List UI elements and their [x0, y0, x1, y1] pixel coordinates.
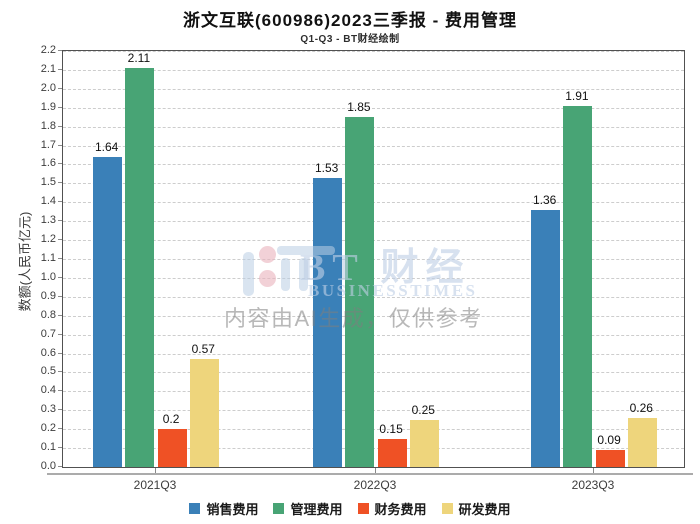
- y-tick-label: 0.4: [40, 384, 56, 397]
- y-tick-label: 1.4: [40, 195, 56, 208]
- x-tick-label: 2023Q3: [571, 478, 615, 492]
- y-tick-mark: [58, 371, 62, 373]
- y-tick-label: 1.7: [40, 138, 56, 151]
- bar-value-label: 2.11: [127, 51, 151, 66]
- y-tick-label: 0.5: [40, 365, 56, 378]
- y-tick-label: 1.3: [40, 214, 56, 227]
- y-tick-mark: [58, 276, 62, 278]
- plot-area: [62, 50, 685, 468]
- bar-管理费用-2022Q3: [345, 117, 375, 467]
- y-tick-label: 0.1: [40, 441, 56, 454]
- legend-marker-icon: [273, 503, 285, 514]
- bar-value-label: 0.25: [411, 402, 435, 417]
- y-tick-label: 2.0: [40, 81, 56, 94]
- bar-研发费用-2022Q3: [409, 419, 439, 467]
- bar-销售费用-2022Q3: [313, 177, 343, 467]
- x-tick-mark: [155, 468, 156, 473]
- y-tick-mark: [58, 428, 62, 430]
- y-tick-mark: [58, 220, 62, 222]
- y-tick-mark: [58, 258, 62, 259]
- bar-研发费用-2023Q3: [627, 417, 657, 467]
- y-tick-mark: [58, 201, 62, 203]
- y-tick-mark: [58, 390, 62, 392]
- bar-value-label: 0.15: [379, 421, 403, 436]
- y-tick-label: 1.2: [40, 233, 56, 246]
- chart-subtitle: Q1-Q3 - BT财经绘制: [300, 34, 400, 45]
- y-tick-mark: [58, 447, 62, 449]
- bar-value-label: 1.36: [533, 192, 557, 207]
- y-tick-label: 0.7: [40, 327, 56, 340]
- y-tick-label: 0.6: [40, 346, 56, 359]
- x-tick-label: 2021Q3: [133, 478, 177, 492]
- bar-财务费用-2021Q3: [157, 429, 187, 467]
- y-tick-mark: [58, 314, 62, 316]
- y-tick-mark: [58, 352, 62, 354]
- y-tick-mark: [58, 239, 62, 241]
- y-tick-label: 2.1: [40, 62, 56, 75]
- y-tick-label: 1.8: [40, 119, 56, 132]
- x-tick-mark: [593, 468, 594, 473]
- y-tick-label: 0.3: [40, 403, 56, 416]
- chart-title: 浙文互联(600986)2023三季报 - 费用管理: [183, 11, 517, 30]
- bar-value-label: 1.91: [565, 88, 589, 103]
- legend-marker-icon: [441, 503, 453, 514]
- bar-财务费用-2022Q3: [377, 438, 407, 467]
- bar-value-label: 0.26: [629, 400, 653, 415]
- legend-marker-icon: [189, 503, 201, 514]
- y-tick-mark: [58, 409, 62, 411]
- x-tick-label: 2022Q3: [353, 478, 397, 492]
- legend: 销售费用 管理费用 财务费用 研发费用: [0, 499, 700, 518]
- y-tick-mark: [58, 144, 62, 146]
- bar-value-label: 0.57: [191, 342, 215, 357]
- legend-item-研发费用: 研发费用: [441, 499, 511, 518]
- bar-value-label: 1.53: [315, 160, 339, 175]
- x-tick-mark: [375, 468, 376, 473]
- y-tick-mark: [58, 125, 62, 127]
- legend-label: 研发费用: [458, 502, 511, 517]
- bar-销售费用-2023Q3: [531, 209, 561, 467]
- y-tick-label: 0.0: [40, 460, 56, 472]
- y-tick-mark: [58, 333, 62, 335]
- y-tick-label: 1.9: [40, 100, 56, 113]
- y-tick-label: 1.5: [40, 176, 56, 189]
- bar-销售费用-2021Q3: [93, 156, 123, 467]
- bar-value-label: 0.2: [162, 412, 180, 427]
- y-tick-mark: [58, 466, 62, 467]
- y-tick-mark: [58, 163, 62, 165]
- y-tick-mark: [58, 68, 62, 70]
- gridline: [63, 69, 684, 71]
- y-tick-label: 1.6: [40, 157, 56, 170]
- y-tick-mark: [58, 182, 62, 184]
- x-axis-line: [47, 473, 693, 475]
- bar-管理费用-2021Q3: [125, 68, 155, 467]
- y-tick-mark: [58, 87, 62, 89]
- legend-label: 管理费用: [290, 502, 343, 517]
- legend-item-销售费用: 销售费用: [189, 499, 258, 518]
- bar-管理费用-2023Q3: [563, 105, 593, 467]
- y-tick-mark: [58, 295, 62, 297]
- gridline: [63, 51, 684, 52]
- y-tick-mark: [58, 50, 62, 51]
- bar-研发费用-2021Q3: [189, 359, 219, 467]
- y-tick-label: 1.0: [40, 270, 56, 283]
- legend-label: 财务费用: [374, 502, 427, 517]
- y-tick-label: 0.8: [40, 308, 56, 321]
- legend-label: 销售费用: [206, 502, 259, 517]
- legend-item-管理费用: 管理费用: [273, 499, 343, 518]
- legend-marker-icon: [357, 503, 369, 514]
- y-tick-label: 0.2: [40, 422, 56, 435]
- bar-value-label: 1.64: [95, 139, 119, 154]
- y-tick-label: 2.2: [40, 44, 56, 56]
- legend-item-财务费用: 财务费用: [357, 499, 427, 518]
- bar-value-label: 0.09: [597, 432, 621, 447]
- y-tick-mark: [58, 106, 62, 108]
- bar-value-label: 1.85: [347, 100, 371, 115]
- gridline: [63, 88, 684, 90]
- y-tick-label: 0.9: [40, 289, 56, 302]
- gridline: [63, 107, 684, 109]
- y-tick-label: 1.1: [40, 252, 56, 264]
- bar-财务费用-2023Q3: [595, 449, 625, 467]
